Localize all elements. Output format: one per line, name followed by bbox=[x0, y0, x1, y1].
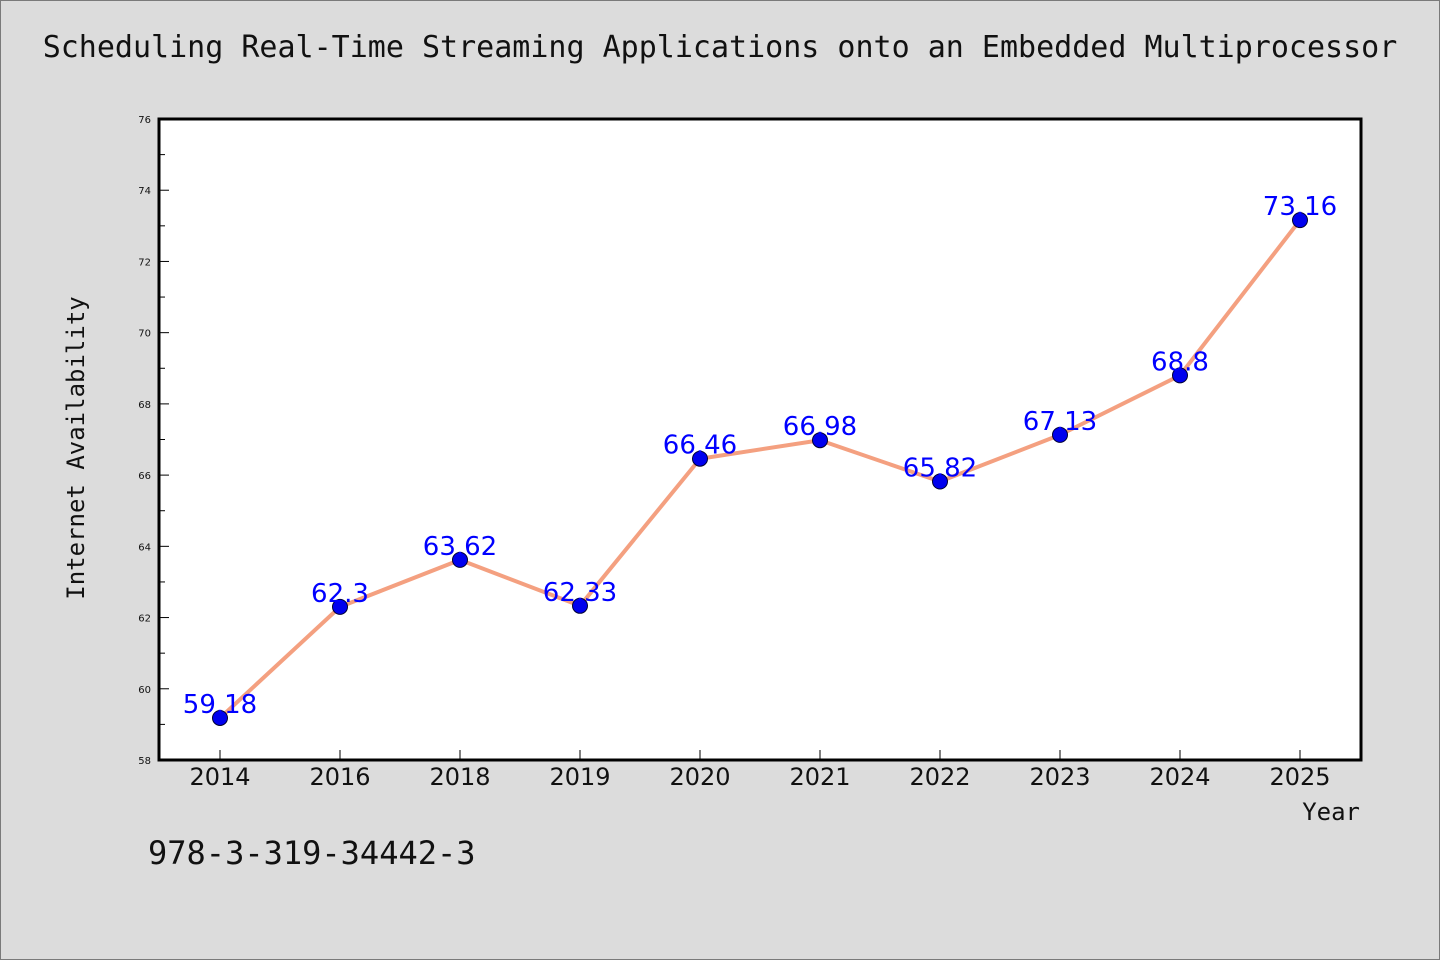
x-axis: 2014 2016 2018 2019 2020 2021 2022 2023 2024 2025 bbox=[189, 750, 1331, 791]
y-tick-label: 66 bbox=[138, 471, 151, 482]
x-tick-label: 2022 bbox=[909, 763, 970, 791]
data-point bbox=[332, 598, 348, 615]
data-label: 62.33 bbox=[543, 578, 617, 608]
y-tick-label: 68 bbox=[138, 400, 151, 411]
data-label: 66.98 bbox=[783, 412, 857, 442]
y-tick-label: 72 bbox=[138, 257, 151, 268]
data-label: 65.82 bbox=[903, 454, 977, 484]
data-point bbox=[1172, 367, 1188, 384]
x-tick-label: 2024 bbox=[1149, 763, 1210, 791]
data-label: 59.18 bbox=[183, 690, 257, 720]
data-label: 67.13 bbox=[1023, 407, 1097, 437]
data-point bbox=[1292, 212, 1308, 229]
y-tick-label: 70 bbox=[138, 329, 151, 340]
x-tick-label: 2014 bbox=[189, 763, 250, 791]
data-point bbox=[452, 551, 468, 568]
x-tick-label: 2020 bbox=[669, 763, 730, 791]
data-point bbox=[932, 473, 948, 490]
data-point bbox=[212, 709, 228, 726]
series-line bbox=[218, 218, 1302, 720]
x-tick-label: 2021 bbox=[789, 763, 850, 791]
data-label: 66.46 bbox=[663, 431, 737, 461]
plot-area bbox=[157, 117, 1363, 762]
x-tick-label: 2023 bbox=[1029, 763, 1090, 791]
data-label: 73.16 bbox=[1263, 192, 1337, 222]
y-tick-label: 74 bbox=[138, 186, 151, 197]
x-tick-label: 2018 bbox=[429, 763, 490, 791]
data-point bbox=[812, 432, 828, 449]
data-point bbox=[692, 450, 708, 467]
y-axis: 58 60 62 64 66 68 70 72 74 76 bbox=[138, 115, 169, 767]
data-label: 68.8 bbox=[1151, 347, 1209, 377]
y-tick-label: 62 bbox=[138, 614, 151, 625]
data-label: 63.62 bbox=[423, 532, 497, 562]
y-tick-label: 58 bbox=[138, 756, 151, 767]
x-tick-label: 2019 bbox=[549, 763, 610, 791]
chart-title: Scheduling Real-Time Streaming Applicati… bbox=[42, 30, 1398, 65]
y-tick-label: 60 bbox=[138, 685, 151, 696]
data-label: 62.3 bbox=[311, 579, 369, 609]
data-point bbox=[572, 597, 588, 614]
data-point bbox=[1052, 426, 1068, 443]
y-tick-label: 76 bbox=[138, 115, 151, 126]
x-tick-label: 2016 bbox=[309, 763, 370, 791]
footer-code: 978-3-319-34442-3 bbox=[148, 834, 476, 872]
x-axis-title: Year bbox=[1302, 798, 1360, 826]
y-axis-title: Internet Availability bbox=[62, 296, 90, 599]
y-tick-label: 64 bbox=[138, 542, 151, 553]
series-layer: 59.18 62.3 63.62 62.33 66.46 66.98 65.82 67.13 6… bbox=[183, 192, 1337, 726]
x-tick-label: 2025 bbox=[1269, 763, 1330, 791]
